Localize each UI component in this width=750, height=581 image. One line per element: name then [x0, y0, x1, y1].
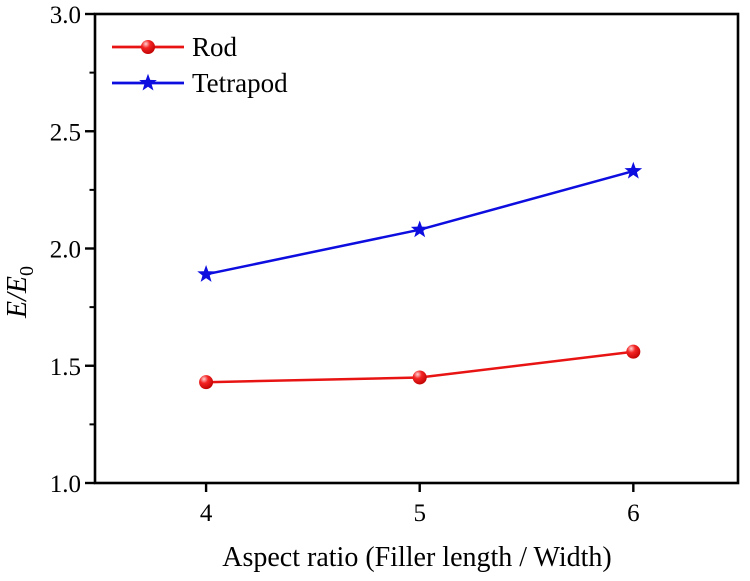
- y-axis-label: E/E0: [2, 266, 38, 319]
- rod-legend-marker: [141, 40, 155, 54]
- x-tick-label: 4: [200, 500, 213, 527]
- rod-data-point: [412, 370, 427, 385]
- y-axis-label-main: E/E: [2, 276, 33, 319]
- legend-label-rod: Rod: [192, 32, 238, 62]
- tetrapod-legend-marker: [139, 73, 157, 91]
- y-tick-label: 2.5: [50, 119, 81, 146]
- data-series-layer: [197, 161, 643, 390]
- x-axis-label: Aspect ratio (Filler length / Width): [222, 542, 612, 573]
- axes-frame-layer: 1.0 1.5 2.0 2.5 3.0 4 5 6: [50, 2, 740, 527]
- tetrapod-data-point: [410, 220, 429, 238]
- x-tick-label: 5: [413, 500, 426, 527]
- y-axis-label-subscript: 0: [16, 266, 38, 276]
- y-tick-label: 3.0: [50, 2, 81, 29]
- legend-label-tetrapod: Tetrapod: [192, 68, 288, 98]
- x-tick-label: 6: [627, 500, 640, 527]
- tetrapod-data-point: [624, 161, 643, 179]
- rod-data-point: [626, 344, 641, 359]
- legend-samples: [112, 40, 184, 91]
- rod-data-point: [199, 375, 214, 390]
- y-tick-label: 2.0: [50, 237, 81, 264]
- y-tick-label: 1.5: [50, 354, 81, 381]
- tetrapod-data-point: [197, 265, 215, 282]
- y-tick-label: 1.0: [50, 471, 81, 498]
